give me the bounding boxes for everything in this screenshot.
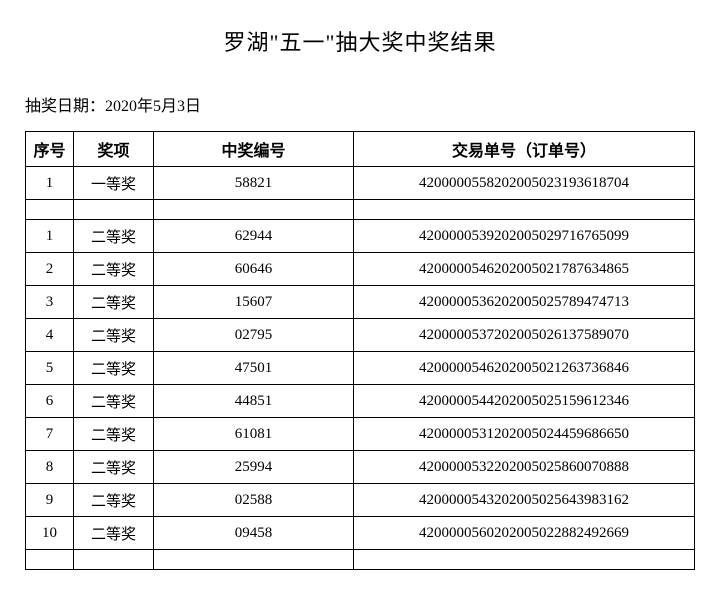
cell-order: 4200000544202005025159612346 [354, 385, 695, 418]
cell-order: 4200000543202005025643983162 [354, 484, 695, 517]
cell-order: 4200000539202005029716765099 [354, 220, 695, 253]
table-row: 9二等奖025884200000543202005025643983162 [26, 484, 695, 517]
table-empty-row [26, 200, 695, 220]
cell-order: 4200000546202005021787634865 [354, 253, 695, 286]
cell-seq: 7 [26, 418, 74, 451]
cell-prize: 一等奖 [74, 167, 154, 200]
cell-seq: 2 [26, 253, 74, 286]
cell-winno: 25994 [154, 451, 354, 484]
cell-order: 4200000537202005026137589070 [354, 319, 695, 352]
empty-cell [354, 200, 695, 220]
table-row: 3二等奖156074200000536202005025789474713 [26, 286, 695, 319]
cell-prize: 二等奖 [74, 418, 154, 451]
cell-seq: 10 [26, 517, 74, 550]
cell-seq: 3 [26, 286, 74, 319]
cell-prize: 二等奖 [74, 385, 154, 418]
table-row: 7二等奖610814200000531202005024459686650 [26, 418, 695, 451]
cell-seq: 1 [26, 220, 74, 253]
table-row: 6二等奖448514200000544202005025159612346 [26, 385, 695, 418]
col-header-seq: 序号 [26, 132, 74, 167]
cell-prize: 二等奖 [74, 517, 154, 550]
empty-cell [26, 550, 74, 570]
table-row: 1二等奖629444200000539202005029716765099 [26, 220, 695, 253]
cell-order: 4200000531202005024459686650 [354, 418, 695, 451]
table-row: 4二等奖027954200000537202005026137589070 [26, 319, 695, 352]
empty-cell [354, 550, 695, 570]
cell-prize: 二等奖 [74, 253, 154, 286]
cell-order: 4200000546202005021263736846 [354, 352, 695, 385]
cell-winno: 60646 [154, 253, 354, 286]
empty-cell [154, 550, 354, 570]
cell-seq: 4 [26, 319, 74, 352]
cell-winno: 09458 [154, 517, 354, 550]
empty-cell [74, 550, 154, 570]
cell-prize: 二等奖 [74, 451, 154, 484]
col-header-winno: 中奖编号 [154, 132, 354, 167]
page-title: 罗湖"五一"抽大奖中奖结果 [25, 25, 695, 57]
cell-prize: 二等奖 [74, 220, 154, 253]
cell-winno: 47501 [154, 352, 354, 385]
cell-prize: 二等奖 [74, 319, 154, 352]
cell-seq: 1 [26, 167, 74, 200]
results-table: 序号 奖项 中奖编号 交易单号（订单号） 1一等奖588214200000558… [25, 131, 695, 570]
table-row: 2二等奖606464200000546202005021787634865 [26, 253, 695, 286]
cell-prize: 二等奖 [74, 484, 154, 517]
cell-order: 4200000536202005025789474713 [354, 286, 695, 319]
cell-order: 4200000532202005025860070888 [354, 451, 695, 484]
cell-winno: 15607 [154, 286, 354, 319]
col-header-order: 交易单号（订单号） [354, 132, 695, 167]
empty-cell [154, 200, 354, 220]
table-header-row: 序号 奖项 中奖编号 交易单号（订单号） [26, 132, 695, 167]
table-row: 5二等奖475014200000546202005021263736846 [26, 352, 695, 385]
col-header-prize: 奖项 [74, 132, 154, 167]
cell-seq: 6 [26, 385, 74, 418]
table-row: 10二等奖094584200000560202005022882492669 [26, 517, 695, 550]
cell-winno: 02795 [154, 319, 354, 352]
table-empty-row [26, 550, 695, 570]
empty-cell [26, 200, 74, 220]
cell-seq: 5 [26, 352, 74, 385]
empty-cell [74, 200, 154, 220]
cell-prize: 二等奖 [74, 352, 154, 385]
table-row: 1一等奖588214200000558202005023193618704 [26, 167, 695, 200]
cell-winno: 02588 [154, 484, 354, 517]
cell-seq: 9 [26, 484, 74, 517]
cell-winno: 44851 [154, 385, 354, 418]
cell-winno: 58821 [154, 167, 354, 200]
table-row: 8二等奖259944200000532202005025860070888 [26, 451, 695, 484]
cell-order: 4200000558202005023193618704 [354, 167, 695, 200]
cell-seq: 8 [26, 451, 74, 484]
cell-order: 4200000560202005022882492669 [354, 517, 695, 550]
cell-prize: 二等奖 [74, 286, 154, 319]
draw-date: 抽奖日期：2020年5月3日 [25, 92, 695, 116]
cell-winno: 62944 [154, 220, 354, 253]
cell-winno: 61081 [154, 418, 354, 451]
